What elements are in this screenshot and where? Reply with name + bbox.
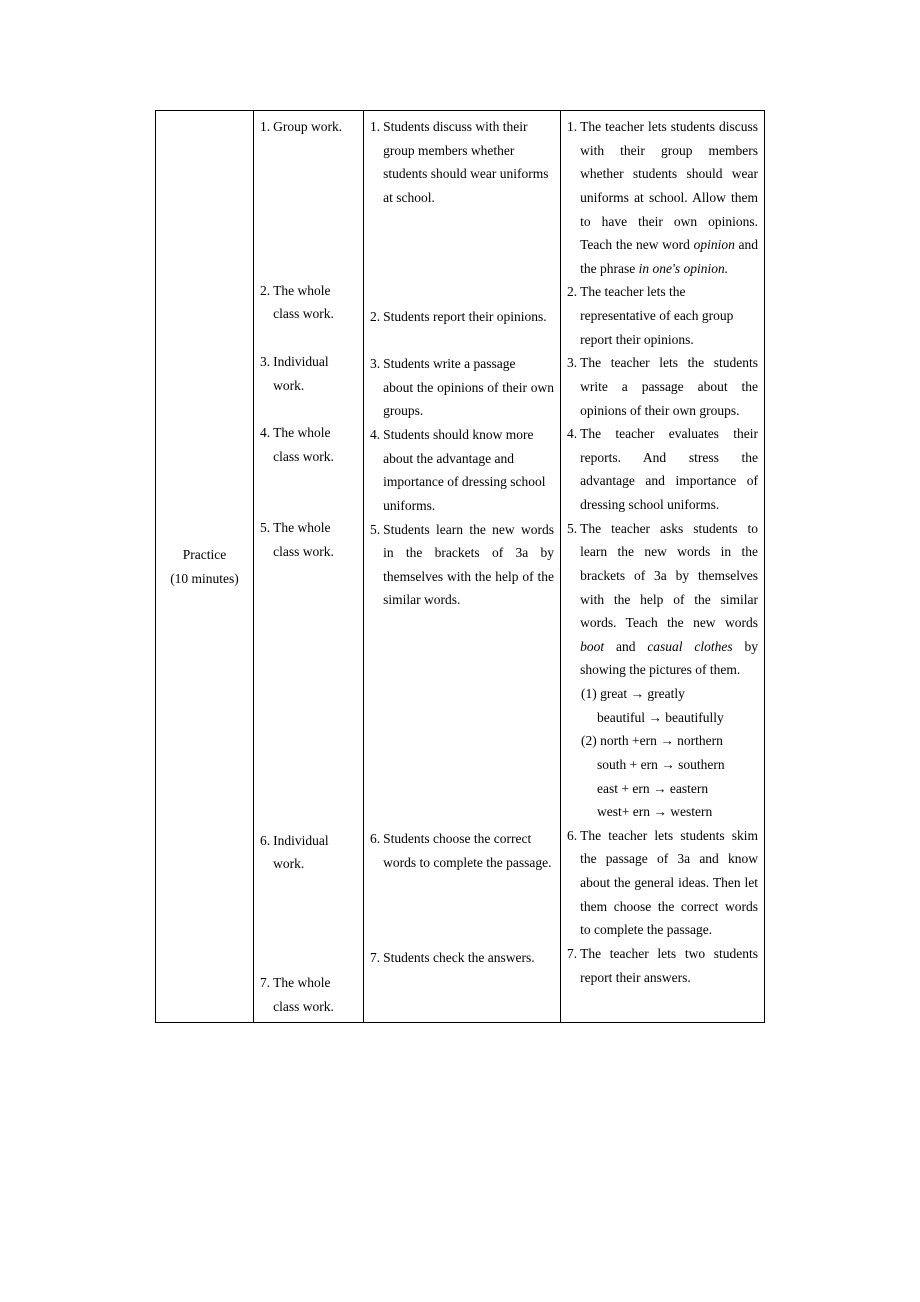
item-text: Students learn the new words in the brac…	[383, 518, 554, 613]
item-text: The teacher lets the representative of e…	[580, 280, 758, 351]
item-number: 5.	[567, 517, 580, 682]
sub-item: (1) great → greatly	[567, 682, 758, 706]
item-text: Individual work.	[273, 829, 357, 876]
item-text: Students check the answers.	[383, 946, 554, 970]
sub-item: east + ern → eastern	[567, 777, 758, 801]
sub-item: beautiful → beautifully	[567, 706, 758, 730]
item-text: The teacher lets two students report the…	[580, 942, 758, 989]
list-item: 2. The whole class work.	[260, 279, 357, 326]
stage-title: Practice	[162, 543, 247, 567]
item-number: 4.	[260, 421, 273, 468]
item-line: Students write a passage	[383, 356, 515, 371]
item-text: Group work.	[273, 115, 357, 139]
list-item: 1. Students discuss with their group mem…	[370, 115, 554, 210]
teacher-activity-cell: 1. The teacher lets students discuss wit…	[561, 111, 765, 1023]
item-number: 3.	[567, 351, 580, 422]
item-text: The teacher lets the students write a pa…	[580, 351, 758, 422]
item-text: Students choose the correct words to com…	[383, 827, 554, 874]
interaction-cell: 1. Group work. 2. The whole class work. …	[254, 111, 364, 1023]
list-item: 4. The teacher evaluates their reports. …	[567, 422, 758, 517]
list-item: 5. The teacher asks students to learn th…	[567, 517, 758, 682]
lesson-plan-table: Practice (10 minutes) 1. Group work. 2. …	[155, 110, 765, 1023]
item-number: 1.	[567, 115, 580, 280]
item-text: The teacher asks students to learn the n…	[580, 517, 758, 682]
list-item: 3. Students write a passage about the op…	[370, 352, 554, 423]
list-item: 1. The teacher lets students discuss wit…	[567, 115, 758, 280]
item-number: 2.	[370, 305, 383, 329]
item-number: 7.	[260, 971, 273, 1018]
item-text: The whole class work.	[273, 279, 357, 326]
stage-cell: Practice (10 minutes)	[156, 111, 254, 1023]
sub-item: west+ ern → western	[567, 800, 758, 824]
list-item: 5. The whole class work.	[260, 516, 357, 563]
item-text: The teacher lets students discuss with t…	[580, 115, 758, 280]
student-activity-cell: 1. Students discuss with their group mem…	[364, 111, 561, 1023]
list-item: 3. The teacher lets the students write a…	[567, 351, 758, 422]
list-item: 2. The teacher lets the representative o…	[567, 280, 758, 351]
item-text: The whole class work.	[273, 421, 357, 468]
list-item: 1. Group work.	[260, 115, 357, 139]
sub-item: (2) north +ern → northern	[567, 729, 758, 753]
list-item: 6. Students choose the correct words to …	[370, 827, 554, 874]
item-number: 7.	[370, 946, 383, 970]
item-line: about the opinions of their own groups.	[383, 380, 554, 419]
item-number: 4.	[567, 422, 580, 517]
list-item: 6. Individual work.	[260, 829, 357, 876]
table-row: Practice (10 minutes) 1. Group work. 2. …	[156, 111, 765, 1023]
item-text: Students write a passage about the opini…	[383, 352, 554, 423]
item-text: The teacher evaluates their reports. And…	[580, 422, 758, 517]
item-number: 6.	[370, 827, 383, 874]
item-number: 6.	[260, 829, 273, 876]
item-number: 6.	[567, 824, 580, 942]
list-item: 7. The teacher lets two students report …	[567, 942, 758, 989]
list-item: 4. The whole class work.	[260, 421, 357, 468]
item-text: The whole class work.	[273, 971, 357, 1018]
item-number: 3.	[370, 352, 383, 423]
item-number: 5.	[370, 518, 383, 613]
list-item: 3. Individual work.	[260, 350, 357, 397]
item-text: Students report their opinions.	[383, 305, 554, 329]
list-item: 7. The whole class work.	[260, 971, 357, 1018]
list-item: 6. The teacher lets students skim the pa…	[567, 824, 758, 942]
item-text: Students discuss with their group member…	[383, 115, 554, 210]
list-item: 2. Students report their opinions.	[370, 305, 554, 329]
list-item: 7. Students check the answers.	[370, 946, 554, 970]
item-text: The teacher lets students skim the passa…	[580, 824, 758, 942]
item-number: 2.	[567, 280, 580, 351]
list-item: 4. Students should know more about the a…	[370, 423, 554, 518]
item-number: 3.	[260, 350, 273, 397]
item-text: Individual work.	[273, 350, 357, 397]
item-number: 7.	[567, 942, 580, 989]
sub-item: south + ern → southern	[567, 753, 758, 777]
item-number: 4.	[370, 423, 383, 518]
item-number: 1.	[370, 115, 383, 210]
item-number: 1.	[260, 115, 273, 139]
item-number: 2.	[260, 279, 273, 326]
stage-time: (10 minutes)	[162, 567, 247, 591]
item-number: 5.	[260, 516, 273, 563]
list-item: 5. Students learn the new words in the b…	[370, 518, 554, 613]
item-text: Students should know more about the adva…	[383, 423, 554, 518]
item-text: The whole class work.	[273, 516, 357, 563]
